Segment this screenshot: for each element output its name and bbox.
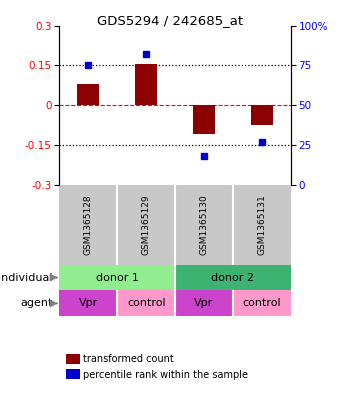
Text: agent: agent [20,298,53,309]
Bar [59,290,117,316]
Text: Vpr: Vpr [194,298,214,309]
Text: GSM1365129: GSM1365129 [142,195,151,255]
Bar [251,105,273,125]
Text: GDS5294 / 242685_at: GDS5294 / 242685_at [97,14,243,27]
Text: transformed count: transformed count [83,354,174,364]
Bar [175,264,291,290]
Bar [175,290,233,316]
Text: GSM1365130: GSM1365130 [200,195,208,255]
Bar [233,290,291,316]
Text: Vpr: Vpr [79,298,98,309]
Text: individual: individual [0,272,53,283]
Text: control: control [242,298,281,309]
Text: percentile rank within the sample: percentile rank within the sample [83,369,248,380]
Bar [193,105,215,134]
Text: GSM1365131: GSM1365131 [257,195,266,255]
Text: donor 2: donor 2 [211,272,254,283]
Bar [117,290,175,316]
Bar [78,84,99,105]
Bar [135,64,157,105]
Text: control: control [127,298,166,309]
Bar [59,264,175,290]
Text: donor 1: donor 1 [96,272,139,283]
Text: GSM1365128: GSM1365128 [84,195,93,255]
